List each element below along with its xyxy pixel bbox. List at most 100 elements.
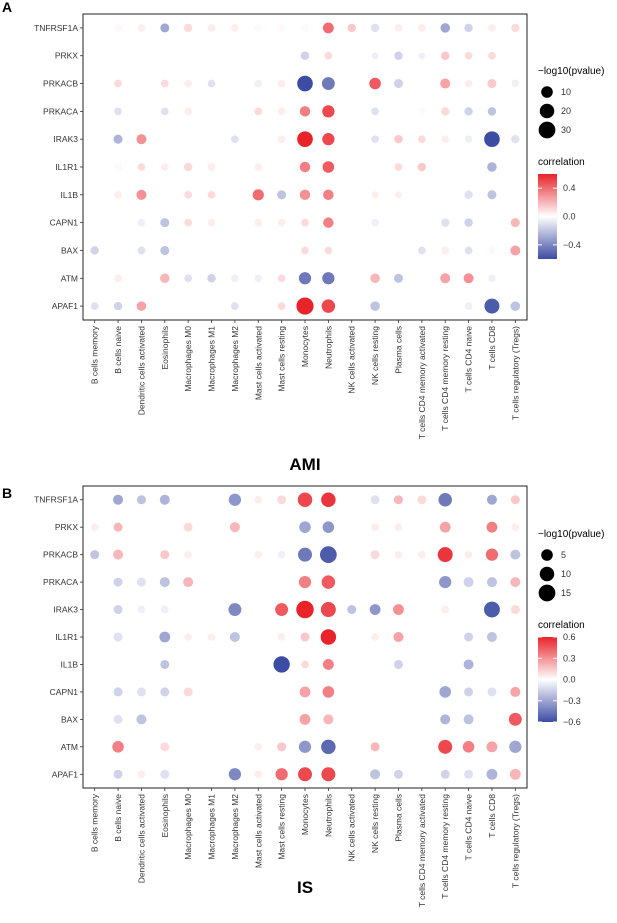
data-point <box>299 106 311 117</box>
data-point <box>371 218 379 227</box>
data-point <box>393 495 403 505</box>
color-legend-label: 0.3 <box>563 653 576 663</box>
data-point <box>393 769 403 779</box>
data-point <box>207 660 216 669</box>
data-point <box>184 742 193 751</box>
data-point <box>511 191 519 199</box>
data-point <box>114 24 122 32</box>
data-point <box>441 246 450 255</box>
data-point <box>297 75 313 92</box>
data-point <box>440 78 451 89</box>
data-point <box>137 246 146 255</box>
size-legend-dot <box>541 549 553 561</box>
data-point <box>90 578 99 586</box>
data-point <box>208 302 215 310</box>
data-point <box>370 273 380 284</box>
data-point <box>510 577 521 588</box>
data-point <box>231 742 239 751</box>
data-point <box>184 135 192 143</box>
data-point <box>371 191 379 199</box>
data-point <box>347 688 356 696</box>
x-tick-label: Neutrophils <box>323 794 333 837</box>
data-point <box>487 79 497 89</box>
data-point <box>464 79 473 88</box>
data-point <box>90 715 99 724</box>
data-point <box>277 24 286 32</box>
data-point <box>488 247 496 254</box>
data-point <box>254 633 263 641</box>
data-point <box>161 191 169 199</box>
data-point <box>417 495 427 505</box>
data-point <box>394 550 403 559</box>
data-point <box>347 605 357 615</box>
data-point <box>488 51 496 60</box>
data-point <box>277 550 286 559</box>
data-point <box>441 633 450 641</box>
data-point <box>395 191 402 199</box>
data-point <box>488 274 496 283</box>
data-point <box>417 24 426 32</box>
data-point <box>136 687 146 697</box>
data-point <box>486 741 498 753</box>
data-point <box>207 523 216 532</box>
data-point <box>438 739 453 754</box>
data-point <box>441 135 450 144</box>
data-point <box>298 767 312 782</box>
data-point <box>321 77 335 90</box>
data-point <box>393 273 403 283</box>
data-point <box>277 495 287 505</box>
data-point <box>113 522 123 532</box>
data-point <box>90 688 99 696</box>
data-point <box>207 24 216 32</box>
y-tick-label: IL1B <box>61 659 79 669</box>
data-point <box>371 247 379 254</box>
data-point <box>465 163 472 171</box>
data-point <box>298 272 312 285</box>
data-point <box>394 24 403 32</box>
x-tick-label: T cells CD8 <box>487 326 497 370</box>
data-point <box>160 245 170 255</box>
data-point <box>90 770 99 779</box>
data-point <box>440 714 451 725</box>
data-point <box>138 107 145 115</box>
data-point <box>464 550 473 559</box>
data-point <box>184 770 193 779</box>
x-tick-label: Mast cells activated <box>253 794 263 868</box>
x-tick-label: B cells memory <box>90 325 100 384</box>
data-point <box>371 578 379 586</box>
data-point <box>160 273 170 284</box>
data-point <box>464 246 473 255</box>
y-tick-label: PRKACA <box>43 577 78 587</box>
data-point <box>301 660 309 669</box>
data-point <box>488 24 496 32</box>
y-tick-label: ATM <box>61 273 78 283</box>
data-point <box>184 52 192 60</box>
data-point <box>394 51 403 60</box>
color-legend-label: −0.6 <box>563 717 581 727</box>
data-point <box>321 299 336 313</box>
data-point <box>348 302 356 310</box>
data-point <box>511 134 520 144</box>
data-point <box>417 742 426 751</box>
data-point <box>323 189 334 201</box>
data-point <box>321 575 336 589</box>
data-point <box>322 133 335 146</box>
data-point <box>322 272 335 285</box>
data-point <box>207 715 216 724</box>
data-point <box>277 79 286 88</box>
data-point <box>417 633 426 641</box>
data-point <box>231 191 239 199</box>
data-point <box>254 107 263 116</box>
data-point <box>511 274 519 282</box>
data-point <box>347 715 356 724</box>
y-tick-label: PRKACA <box>43 106 78 116</box>
data-point <box>160 769 170 779</box>
color-bar <box>538 637 557 722</box>
y-tick-label: IL1B <box>61 190 79 200</box>
data-point <box>511 660 520 669</box>
data-point <box>371 660 379 669</box>
data-point <box>184 190 193 199</box>
data-point <box>510 245 521 256</box>
data-point <box>347 495 356 504</box>
data-point <box>161 52 169 60</box>
